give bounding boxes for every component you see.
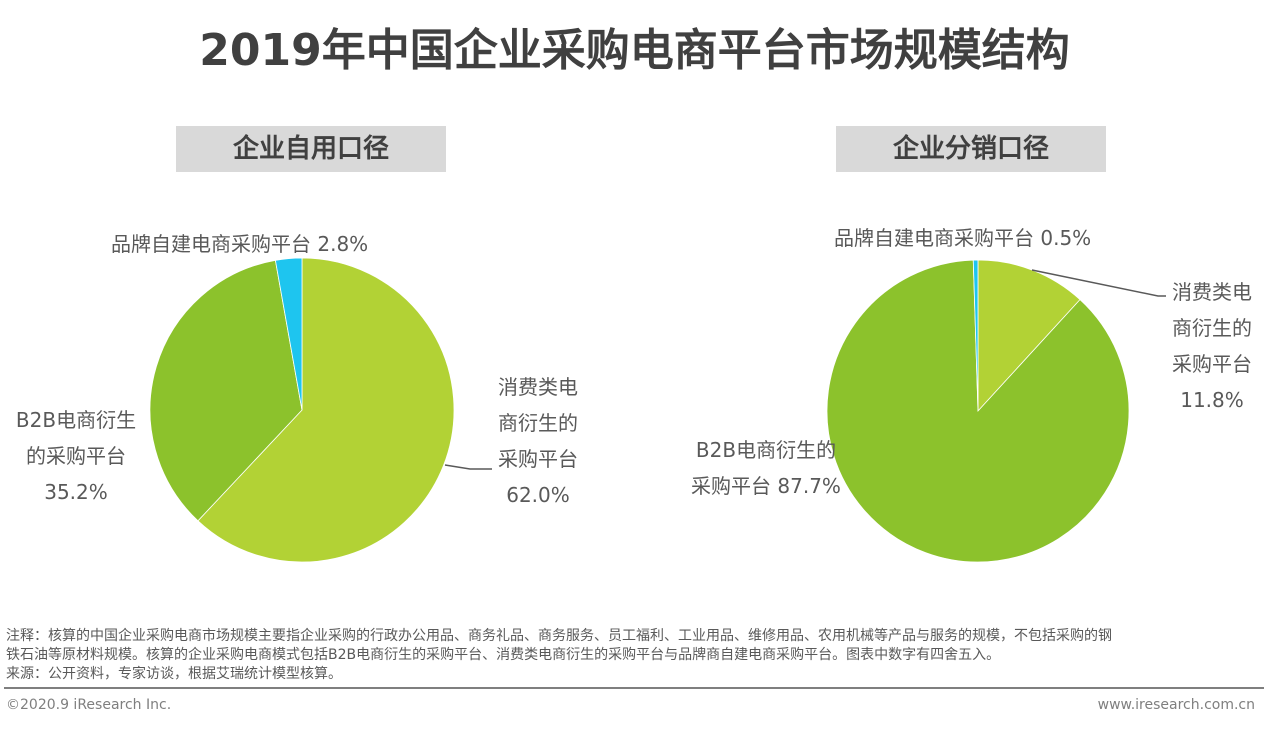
label-right-consumer-line2: 商衍生的 [1172,316,1252,340]
label-right-b2b-line1: B2B电商衍生的 [695,438,837,462]
pie-chart-self-use [149,257,455,563]
copyright: ©2020.9 iResearch Inc. [6,697,172,713]
leader-line-right-consumer [1031,269,1166,297]
label-left-b2b: B2B电商衍生 的采购平台 35.2% [6,402,146,510]
label-left-b2b-value: 35.2% [44,480,108,504]
label-right-consumer-line3: 采购平台 [1172,352,1252,376]
slice-brand [972,259,979,412]
slice-b2b [826,259,1130,563]
subtitle-distribution: 企业分销口径 [836,126,1106,172]
label-right-consumer: 消费类电 商衍生的 采购平台 11.8% [1162,274,1262,418]
label-left-b2b-line2: 的采购平台 [26,444,126,468]
label-left-b2b-line1: B2B电商衍生 [15,408,137,432]
page-title: 2019年中国企业采购电商平台市场规模结构 [199,25,1070,76]
label-left-brand: 品牌自建电商采购平台 2.8% [111,232,369,256]
subtitle-self-use: 企业自用口径 [176,126,446,172]
label-left-consumer-value: 62.0% [506,483,570,507]
label-right-b2b: B2B电商衍生的 采购平台 87.7% [686,432,846,504]
label-left-consumer-line1: 消费类电 [498,375,578,399]
label-left-consumer-line2: 商衍生的 [498,411,578,435]
leader-line-left-consumer [444,464,492,470]
note-line-2: 铁石油等原材料规模。核算的企业采购电商模式包括B2B电商衍生的采购平台、消费类电… [6,647,1001,663]
footer-divider [4,687,1264,689]
website-link[interactable]: www.iresearch.com.cn [1097,697,1255,713]
label-right-consumer-line1: 消费类电 [1172,280,1252,304]
label-right-consumer-value: 11.8% [1180,388,1244,412]
slice-b2b [149,259,303,522]
slice-brand [274,257,303,411]
label-right-brand: 品牌自建电商采购平台 0.5% [834,226,1092,250]
note-line-1: 注释：核算的中国企业采购电商市场规模主要指企业采购的行政办公用品、商务礼品、商务… [6,628,1112,644]
label-right-b2b-line2: 采购平台 87.7% [691,474,841,498]
slice-consumer [197,257,455,563]
source-line: 来源：公开资料，专家访谈，根据艾瑞统计模型核算。 [6,666,342,682]
notes: 注释：核算的中国企业采购电商市场规模主要指企业采购的行政办公用品、商务礼品、商务… [6,627,1268,684]
pie-chart-distribution [826,259,1130,563]
label-left-consumer: 消费类电 商衍生的 采购平台 62.0% [488,369,588,513]
label-left-consumer-line3: 采购平台 [498,447,578,471]
